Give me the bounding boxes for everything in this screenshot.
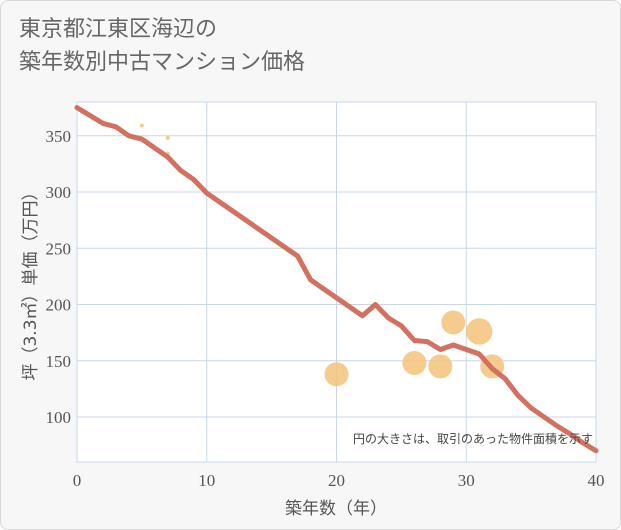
x-tick-label: 20 xyxy=(328,471,345,490)
bubble-point xyxy=(441,310,466,335)
y-axis-title: 坪（3.3㎡）単価（万円） xyxy=(21,183,41,380)
bubble-point xyxy=(139,123,144,128)
x-tick-label: 10 xyxy=(198,471,215,490)
chart-title-line-1: 東京都江東区海辺の xyxy=(19,17,218,42)
bubble-point xyxy=(324,362,349,387)
x-tick-label: 40 xyxy=(588,471,605,490)
x-tick-label: 30 xyxy=(458,471,475,490)
plot-border xyxy=(76,101,597,463)
y-tick-label: 350 xyxy=(46,127,72,146)
grid xyxy=(76,101,597,463)
bubble-point xyxy=(428,354,453,379)
y-tick-label: 200 xyxy=(46,296,72,315)
x-tick-label: 0 xyxy=(73,471,82,490)
bubble-point xyxy=(466,318,493,345)
chart-title: 東京都江東区海辺の 築年数別中古マンション価格 xyxy=(19,13,305,79)
bubble-point xyxy=(165,136,170,140)
size-note: 円の大きさは、取引のあった物件面積を示す xyxy=(353,431,593,446)
x-axis-title: 築年数（年） xyxy=(285,499,387,519)
bubble-point xyxy=(402,351,427,375)
y-tick-label: 100 xyxy=(46,408,72,427)
y-tick-label: 150 xyxy=(46,352,72,371)
y-tick-label: 300 xyxy=(46,183,72,202)
bubble-series xyxy=(139,123,505,387)
y-tick-label: 250 xyxy=(46,239,72,258)
axis-ticks: 0 10 20 30 40 100 150 200 250 300 350 xyxy=(46,127,605,490)
chart-title-line-2: 築年数別中古マンション価格 xyxy=(19,50,306,75)
trend-line xyxy=(74,105,599,454)
